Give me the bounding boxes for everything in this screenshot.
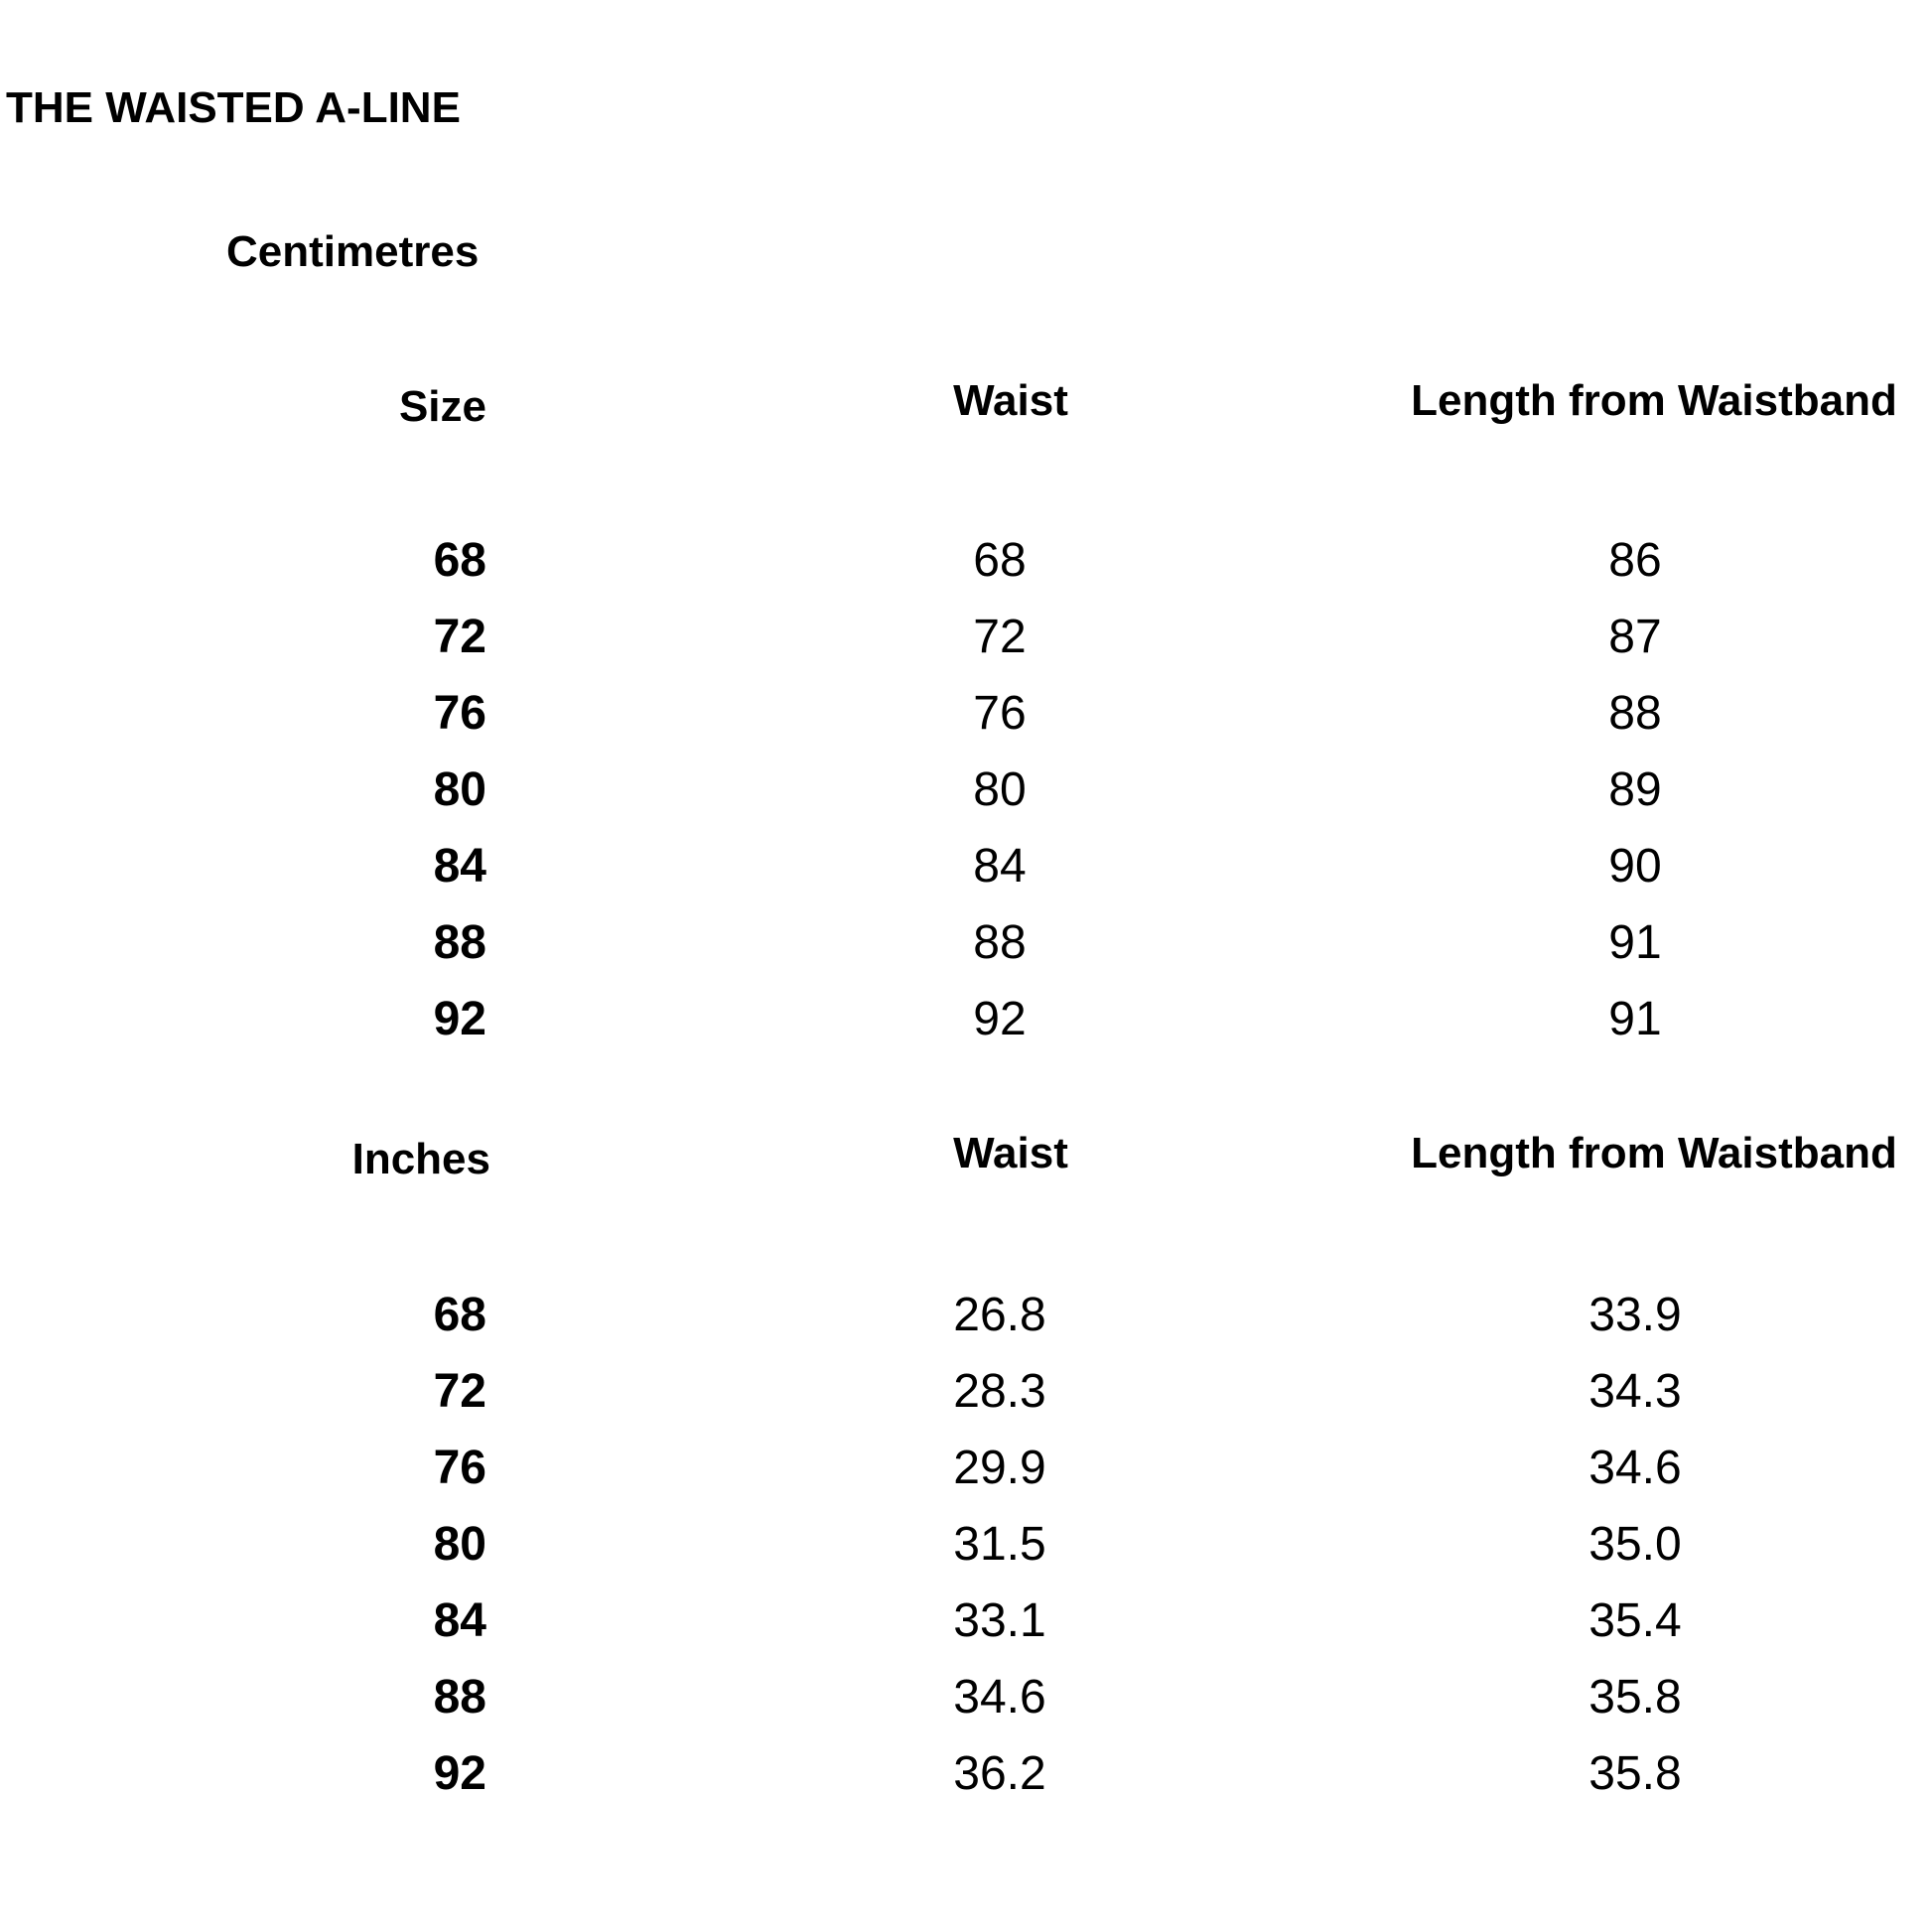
- length-cell: 86: [1608, 534, 1662, 587]
- size-cell: 80: [433, 763, 486, 816]
- size-cell: 68: [433, 1289, 486, 1341]
- waist-cell: 72: [973, 611, 1027, 663]
- size-cell: 76: [433, 687, 486, 740]
- size-cell: 92: [433, 993, 486, 1045]
- size-cell: 80: [433, 1518, 486, 1571]
- size-cell: 84: [433, 840, 486, 893]
- length-cell: 33.9: [1588, 1289, 1682, 1341]
- size-cell: 88: [433, 916, 486, 969]
- size-cell: 68: [433, 534, 486, 587]
- column-header-size: Inches: [351, 1135, 490, 1183]
- waist-cell: 34.6: [953, 1671, 1046, 1724]
- waist-cell: 92: [973, 993, 1027, 1045]
- length-cell: 34.3: [1588, 1365, 1682, 1418]
- column-header-size: Size: [398, 382, 486, 431]
- waist-cell: 33.1: [953, 1594, 1046, 1647]
- size-cell: 88: [433, 1671, 486, 1724]
- length-cell: 91: [1608, 993, 1662, 1045]
- size-cell: 72: [433, 611, 486, 663]
- length-cell: 35.8: [1588, 1747, 1682, 1800]
- waist-cell: 36.2: [953, 1747, 1046, 1800]
- waist-cell: 68: [973, 534, 1027, 587]
- size-cell: 92: [433, 1747, 486, 1800]
- waist-cell: 76: [973, 687, 1027, 740]
- page-title: THE WAISTED A-LINE: [6, 83, 461, 132]
- waist-cell: 26.8: [953, 1289, 1046, 1341]
- length-cell: 90: [1608, 840, 1662, 893]
- length-cell: 88: [1608, 687, 1662, 740]
- waist-cell: 28.3: [953, 1365, 1046, 1418]
- length-cell: 34.6: [1588, 1442, 1682, 1494]
- waist-cell: 80: [973, 763, 1027, 816]
- size-cell: 84: [433, 1594, 486, 1647]
- column-header-length: Length from Waistband: [1411, 376, 1897, 425]
- waist-cell: 31.5: [953, 1518, 1046, 1571]
- waist-cell: 88: [973, 916, 1027, 969]
- length-cell: 89: [1608, 763, 1662, 816]
- length-cell: 87: [1608, 611, 1662, 663]
- length-cell: 35.4: [1588, 1594, 1682, 1647]
- size-cell: 76: [433, 1442, 486, 1494]
- column-header-waist: Waist: [953, 376, 1068, 425]
- waist-cell: 84: [973, 840, 1027, 893]
- length-cell: 35.0: [1588, 1518, 1682, 1571]
- length-cell: 35.8: [1588, 1671, 1682, 1724]
- waist-cell: 29.9: [953, 1442, 1046, 1494]
- centimetres-section-label: Centimetres: [226, 227, 480, 276]
- column-header-waist: Waist: [953, 1129, 1068, 1177]
- length-cell: 91: [1608, 916, 1662, 969]
- size-cell: 72: [433, 1365, 486, 1418]
- column-header-length: Length from Waistband: [1411, 1129, 1897, 1177]
